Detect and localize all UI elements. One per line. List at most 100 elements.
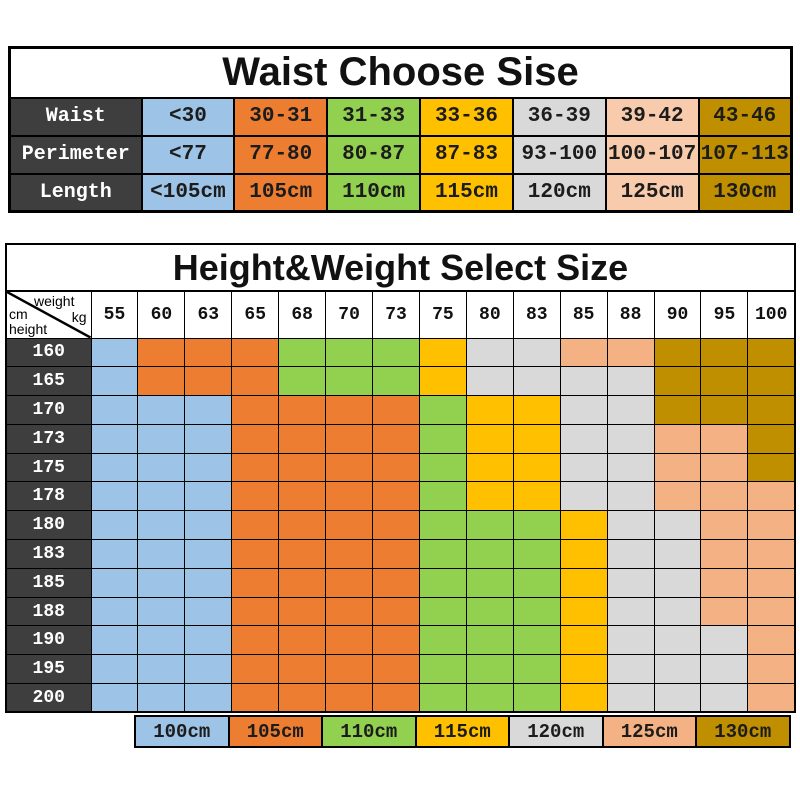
- size-cell: [418, 337, 467, 368]
- size-cell: [90, 567, 139, 598]
- weight-header-cell: 65: [231, 290, 280, 339]
- size-cell: [653, 337, 702, 368]
- hw-data-row: 170: [5, 395, 796, 425]
- size-cell: [372, 366, 420, 397]
- size-cell: [700, 481, 749, 512]
- weight-header-cell: 63: [184, 290, 233, 339]
- height-row-label: 188: [5, 596, 92, 627]
- size-cell: [653, 452, 702, 483]
- size-cell: [137, 395, 186, 425]
- legend-item: 115cm: [415, 716, 509, 747]
- size-cell: [606, 683, 655, 713]
- waist-value-cell: <105cm: [140, 172, 236, 213]
- size-cell: [606, 654, 655, 685]
- corner-weight-label: weight: [34, 293, 75, 309]
- waist-value-cell: 77-80: [233, 134, 329, 175]
- waist-value-cell: 30-31: [233, 96, 329, 137]
- size-cell: [700, 683, 749, 713]
- size-cell: [418, 510, 467, 541]
- height-row-label: 175: [5, 452, 92, 483]
- size-cell: [90, 337, 139, 368]
- size-cell: [231, 337, 280, 368]
- size-cell: [465, 596, 514, 627]
- size-cell: [747, 596, 796, 627]
- hw-table-title-row: Height&Weight Select Size: [5, 243, 796, 292]
- hw-data-row: 178: [5, 481, 796, 512]
- size-cell: [653, 423, 702, 454]
- height-row-label: 190: [5, 625, 92, 656]
- size-cell: [606, 539, 655, 569]
- size-cell: [700, 654, 749, 685]
- size-cell: [465, 337, 514, 368]
- size-cell: [418, 423, 467, 454]
- diagonal-line: [7, 292, 91, 338]
- size-cell: [278, 596, 327, 627]
- size-cell: [747, 481, 796, 512]
- size-cell: [137, 510, 186, 541]
- size-cell: [90, 452, 139, 483]
- size-cell: [700, 539, 749, 569]
- size-cell: [137, 452, 186, 483]
- size-cell: [606, 366, 655, 397]
- size-cell: [278, 625, 327, 656]
- size-cell: [184, 337, 233, 368]
- corner-height-label: height: [9, 320, 48, 337]
- height-row-label: 170: [5, 395, 92, 425]
- size-cell: [372, 567, 420, 598]
- size-cell: [137, 567, 186, 598]
- hw-data-row: 175: [5, 452, 796, 483]
- size-cell: [700, 625, 749, 656]
- waist-value-cell: 105cm: [233, 172, 329, 213]
- size-cell: [559, 395, 608, 425]
- size-color-legend: 100cm 105cm 110cm 115cm 120cm 125cm 130cm: [134, 715, 791, 748]
- size-cell: [418, 481, 467, 512]
- size-cell: [653, 395, 702, 425]
- hw-data-row: 188: [5, 596, 796, 627]
- size-cell: [184, 539, 233, 569]
- size-cell: [653, 366, 702, 397]
- size-cell: [184, 596, 233, 627]
- hw-data-row: 185: [5, 567, 796, 598]
- size-cell: [231, 366, 280, 397]
- legend-item: 125cm: [602, 716, 696, 747]
- size-cell: [184, 366, 233, 397]
- size-cell: [278, 481, 327, 512]
- size-cell: [559, 510, 608, 541]
- size-cell: [231, 510, 280, 541]
- size-cell: [325, 596, 374, 627]
- size-cell: [278, 683, 327, 713]
- height-row-label: 195: [5, 654, 92, 685]
- weight-header-cell: 55: [90, 290, 139, 339]
- size-cell: [653, 539, 702, 569]
- size-cell: [700, 510, 749, 541]
- waist-data-row: Length <105cm 105cm 110cm 115cm 120cm 125cm 130…: [8, 172, 793, 213]
- waist-data-row: Perimeter <77 77-80 80-87 87-83 93-100 100-107…: [8, 134, 793, 175]
- size-cell: [418, 366, 467, 397]
- size-cell: [700, 452, 749, 483]
- size-cell: [747, 625, 796, 656]
- size-cell: [606, 596, 655, 627]
- legend-item: 105cm: [228, 716, 322, 747]
- waist-value-cell: 100-107: [604, 134, 700, 175]
- size-cell: [465, 683, 514, 713]
- weight-header-cell: 80: [465, 290, 514, 339]
- size-cell: [747, 395, 796, 425]
- size-cell: [372, 683, 420, 713]
- hw-data-row: 180: [5, 510, 796, 541]
- legend-item: 110cm: [322, 716, 416, 747]
- size-cell: [747, 452, 796, 483]
- waist-row-label: Length: [8, 172, 143, 213]
- waist-value-cell: 110cm: [326, 172, 422, 213]
- size-cell: [747, 539, 796, 569]
- size-cell: [653, 625, 702, 656]
- size-cell: [372, 625, 420, 656]
- size-cell: [606, 625, 655, 656]
- height-row-label: 180: [5, 510, 92, 541]
- size-cell: [559, 539, 608, 569]
- size-cell: [90, 596, 139, 627]
- size-cell: [372, 654, 420, 685]
- size-cell: [325, 366, 374, 397]
- size-cell: [606, 395, 655, 425]
- size-cell: [700, 366, 749, 397]
- waist-value-cell: 36-39: [511, 96, 607, 137]
